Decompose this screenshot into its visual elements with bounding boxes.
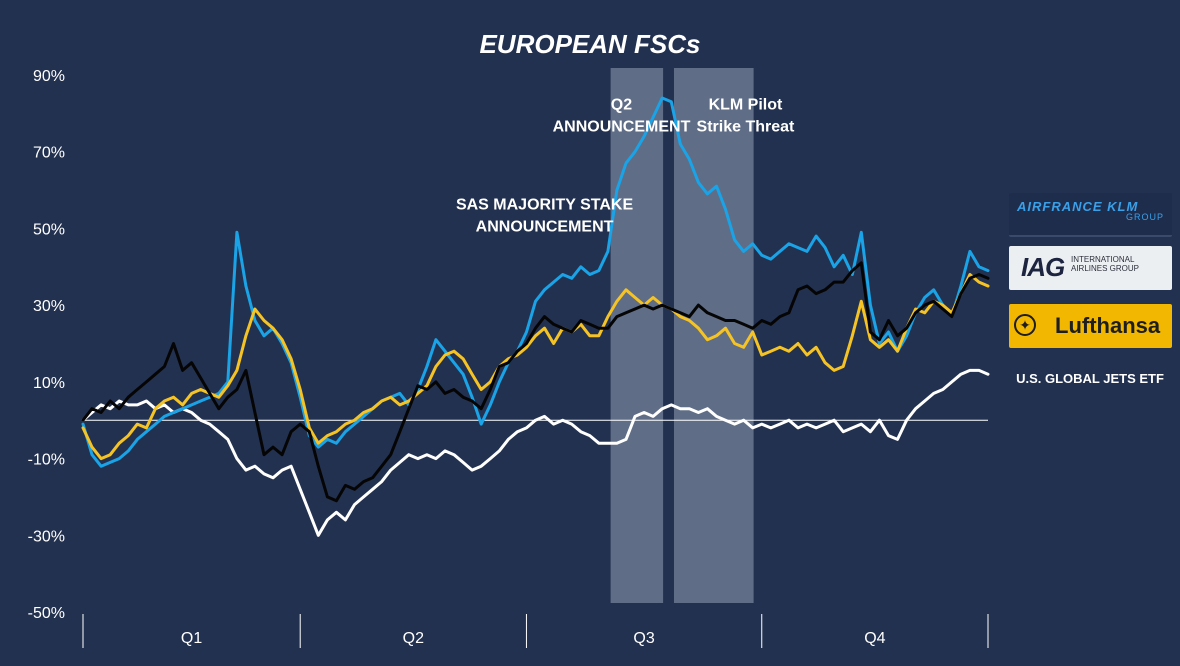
quarter-label: Q2	[403, 630, 424, 647]
series-line-lufthansa	[81, 273, 990, 461]
annotation-text: Q2	[611, 97, 632, 114]
y-tick-label: 30%	[33, 298, 65, 315]
quarter-label: Q3	[633, 630, 654, 647]
y-axis: 90% 70% 50% 30% 10% -10% -30% -50%	[28, 68, 65, 622]
legend-iag-subtitle: INTERNATIONAL AIRLINES GROUP	[1071, 255, 1140, 273]
annotation-text: ANNOUNCEMENT	[476, 218, 614, 235]
highlight-band-1	[610, 68, 664, 603]
legend-afk-group: GROUP	[1125, 212, 1164, 222]
y-tick-label: -10%	[28, 452, 65, 469]
y-tick-label: -50%	[28, 605, 65, 622]
y-tick-label: 90%	[33, 68, 65, 85]
annotation-text: KLM Pilot	[709, 97, 783, 114]
annotation-text: ANNOUNCEMENT	[553, 119, 691, 136]
y-tick-label: 10%	[33, 375, 65, 392]
legend-air-france-klm: AIRFRANCE KLM GROUP	[1009, 193, 1172, 237]
series-line-air-france-klm-group	[81, 96, 990, 468]
legend-iag-mark: IAG	[1021, 252, 1065, 282]
quarter-label: Q4	[864, 630, 885, 647]
annotation-text: Strike Threat	[697, 119, 795, 136]
chart-title: EUROPEAN FSCs	[479, 29, 700, 59]
y-tick-label: -30%	[28, 528, 65, 545]
legend-iag: IAG INTERNATIONAL AIRLINES GROUP	[1009, 246, 1172, 290]
legend-lufthansa: ✦ Lufthansa	[1009, 304, 1172, 348]
y-tick-label: 50%	[33, 221, 65, 238]
quarter-label: Q1	[181, 630, 202, 647]
legend-lufthansa-name: Lufthansa	[1055, 313, 1161, 338]
legend-jets-etf: U.S. GLOBAL JETS ETF	[1016, 371, 1164, 386]
series-line-u-s-global-jets-etf	[81, 368, 990, 537]
series-lines	[81, 96, 990, 537]
annotation-text: SAS MAJORITY STAKE	[456, 196, 634, 213]
legend-afk-name: AIRFRANCE KLM	[1017, 199, 1139, 214]
annotations: Q2 ANNOUNCEMENT KLM Pilot Strike Threat SAS …	[456, 97, 795, 236]
y-tick-label: 70%	[33, 145, 65, 162]
series-line-iag-international-airlines-group	[81, 261, 990, 503]
x-axis: Q1 Q2 Q3 Q4	[82, 614, 989, 648]
crane-icon: ✦	[1014, 314, 1036, 336]
